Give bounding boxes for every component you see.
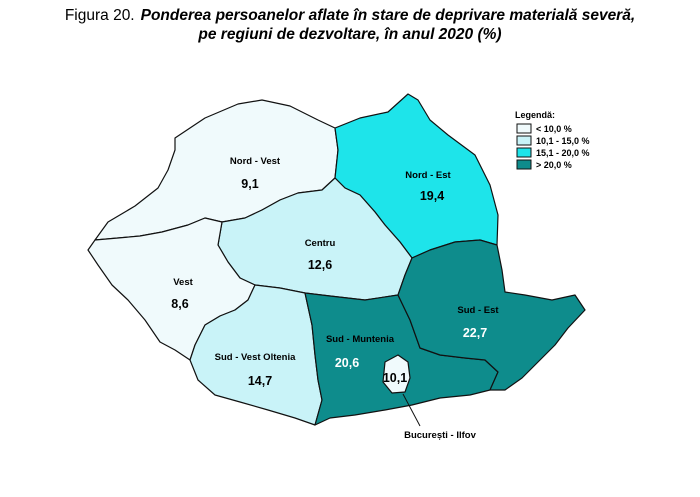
label-vest: Vest [173,277,193,288]
label-sud-vest-oltenia: Sud - Vest Oltenia [215,352,296,363]
label-nord-vest: Nord - Vest [230,156,281,167]
label-sud-est: Sud - Est [457,305,499,316]
legend-swatch-3 [516,147,532,158]
label-bucuresti-ilfov: București - Ilfov [404,430,477,441]
region-sud-est [397,239,586,391]
value-sud-muntenia: 20,6 [335,356,359,370]
region-bucuresti-ilfov [382,354,411,394]
legend: Legendă: < 10,0 % 10,1 - 15,0 % 15,1 - 2… [515,110,590,170]
legend-swatch-4 [516,159,532,170]
figure-title-line2: pe regiuni de dezvoltare, în anul 2020 (… [198,26,502,43]
legend-title: Legendă: [515,110,555,120]
label-centru: Centru [305,238,336,249]
value-sud-est: 22,7 [463,326,487,340]
value-centru: 12,6 [308,258,332,272]
figure-title: Figura 20. Ponderea persoanelor aflate în… [0,6,700,44]
label-sud-muntenia: Sud - Muntenia [326,334,395,345]
value-nord-vest: 9,1 [241,177,258,191]
label-nord-est: Nord - Est [405,170,451,181]
figure-label: Figura 20. [64,7,135,24]
value-nord-est: 19,4 [420,189,444,203]
value-bucuresti-ilfov: 10,1 [383,371,407,385]
legend-label-2: 10,1 - 15,0 % [536,136,590,146]
bucuresti-pointer-line [402,393,421,427]
legend-label-4: > 20,0 % [536,160,572,170]
legend-label-3: 15,1 - 20,0 % [536,148,590,158]
figure-title-line1: Ponderea persoanelor aflate în stare de … [140,7,636,24]
legend-label-1: < 10,0 % [536,124,572,134]
legend-swatch-1 [516,123,532,134]
value-vest: 8,6 [171,297,188,311]
value-sud-vest-oltenia: 14,7 [248,374,272,388]
legend-swatch-2 [516,135,532,146]
